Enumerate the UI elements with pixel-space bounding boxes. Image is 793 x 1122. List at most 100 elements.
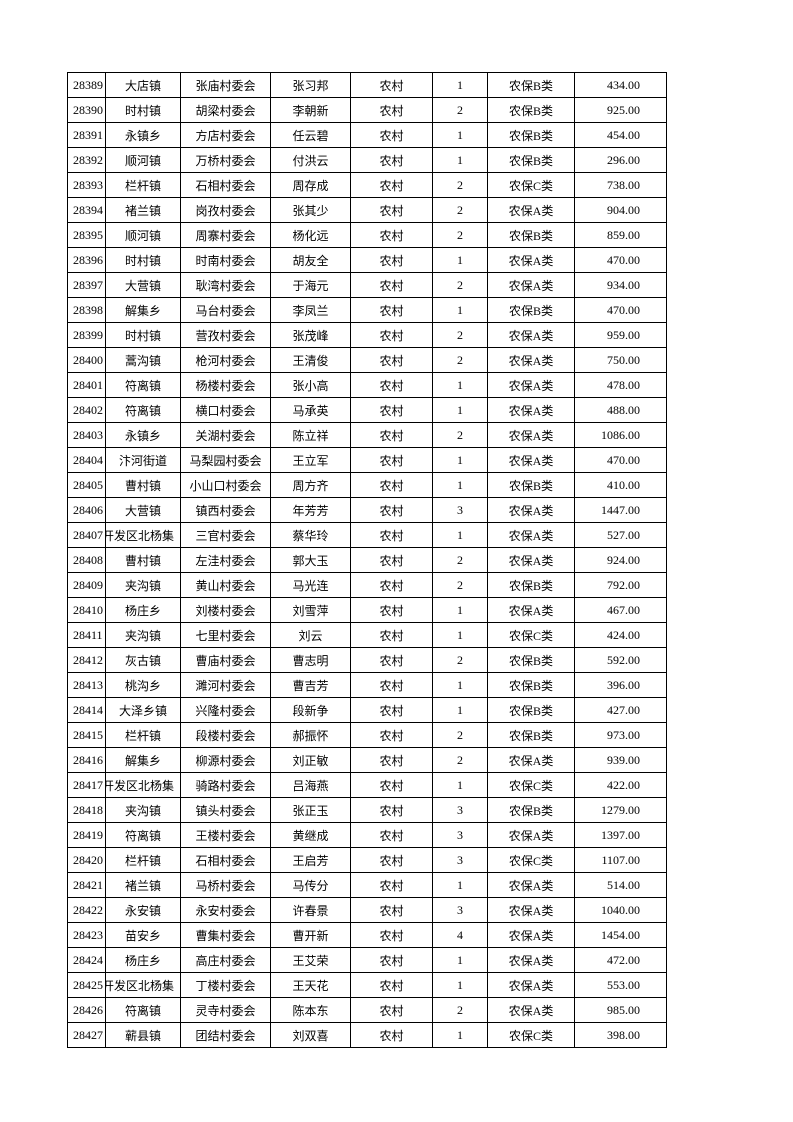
person-name: 王天花	[270, 972, 351, 998]
village: 耿湾村委会	[180, 272, 271, 298]
area-type: 农村	[350, 822, 433, 848]
area-type: 农村	[350, 797, 433, 823]
table-row: 28424 杨庄乡 高庄村委会 王艾荣 农村 1 农保A类 472.00	[67, 947, 667, 973]
person-name: 张习邦	[270, 72, 351, 98]
person-name: 付洪云	[270, 147, 351, 173]
count: 2	[432, 422, 488, 448]
village: 骑路村委会	[180, 772, 271, 798]
table-row: 28420 栏杆镇 石相村委会 王启芳 农村 3 农保C类 1107.00	[67, 847, 667, 873]
area-type: 农村	[350, 597, 433, 623]
area-type: 农村	[350, 497, 433, 523]
amount: 939.00	[574, 747, 667, 773]
village: 黄山村委会	[180, 572, 271, 598]
row-id: 28397	[67, 272, 106, 298]
person-name: 刘正敏	[270, 747, 351, 773]
amount: 454.00	[574, 122, 667, 148]
town: 栏杆镇	[105, 172, 181, 198]
town: 永镇乡	[105, 422, 181, 448]
person-name: 周存成	[270, 172, 351, 198]
town: 蒿沟镇	[105, 347, 181, 373]
count: 1	[432, 397, 488, 423]
amount: 792.00	[574, 572, 667, 598]
area-type: 农村	[350, 272, 433, 298]
person-name: 马传分	[270, 872, 351, 898]
table-row: 28401 符离镇 杨楼村委会 张小高 农村 1 农保A类 478.00	[67, 372, 667, 398]
town: 灰古镇	[105, 647, 181, 673]
village: 团结村委会	[180, 1022, 271, 1048]
village: 枪河村委会	[180, 347, 271, 373]
table-row: 28398 解集乡 马台村委会 李凤兰 农村 1 农保B类 470.00	[67, 297, 667, 323]
count: 2	[432, 97, 488, 123]
row-id: 28409	[67, 572, 106, 598]
village: 刘楼村委会	[180, 597, 271, 623]
amount: 904.00	[574, 197, 667, 223]
category: 农保B类	[487, 797, 575, 823]
town: 永安镇	[105, 897, 181, 923]
row-id: 28398	[67, 297, 106, 323]
town: 时村镇	[105, 247, 181, 273]
village: 灵寺村委会	[180, 997, 271, 1023]
person-name: 王艾荣	[270, 947, 351, 973]
amount: 422.00	[574, 772, 667, 798]
category: 农保A类	[487, 372, 575, 398]
table-row: 28422 永安镇 永安村委会 许春景 农村 3 农保A类 1040.00	[67, 897, 667, 923]
town: 栏杆镇	[105, 722, 181, 748]
count: 1	[432, 72, 488, 98]
person-name: 王启芳	[270, 847, 351, 873]
category: 农保B类	[487, 722, 575, 748]
amount: 396.00	[574, 672, 667, 698]
village: 马梨园村委会	[180, 447, 271, 473]
person-name: 于海元	[270, 272, 351, 298]
person-name: 马承英	[270, 397, 351, 423]
person-name: 任云碧	[270, 122, 351, 148]
category: 农保B类	[487, 297, 575, 323]
village: 马台村委会	[180, 297, 271, 323]
category: 农保C类	[487, 847, 575, 873]
village: 万桥村委会	[180, 147, 271, 173]
town: 汴河街道	[105, 447, 181, 473]
count: 1	[432, 672, 488, 698]
village: 镇西村委会	[180, 497, 271, 523]
category: 农保A类	[487, 522, 575, 548]
category: 农保C类	[487, 1022, 575, 1048]
count: 3	[432, 497, 488, 523]
town: 顺河镇	[105, 222, 181, 248]
row-id: 28413	[67, 672, 106, 698]
village: 张庙村委会	[180, 72, 271, 98]
amount: 470.00	[574, 297, 667, 323]
table-row: 28395 顺河镇 周寨村委会 杨化远 农村 2 农保B类 859.00	[67, 222, 667, 248]
amount: 1279.00	[574, 797, 667, 823]
town: 符离镇	[105, 822, 181, 848]
count: 2	[432, 647, 488, 673]
area-type: 农村	[350, 972, 433, 998]
category: 农保B类	[487, 97, 575, 123]
person-name: 刘雪萍	[270, 597, 351, 623]
area-type: 农村	[350, 772, 433, 798]
category: 农保B类	[487, 72, 575, 98]
count: 2	[432, 172, 488, 198]
table-row: 28399 时村镇 营孜村委会 张茂峰 农村 2 农保A类 959.00	[67, 322, 667, 348]
amount: 1086.00	[574, 422, 667, 448]
category: 农保A类	[487, 347, 575, 373]
row-id: 28427	[67, 1022, 106, 1048]
row-id: 28419	[67, 822, 106, 848]
row-id: 28399	[67, 322, 106, 348]
village: 七里村委会	[180, 622, 271, 648]
table-row: 28417经济开发区北杨集骑路村委会吕海燕农村1农保C类422.00	[67, 772, 667, 798]
category: 农保B类	[487, 472, 575, 498]
row-id: 28424	[67, 947, 106, 973]
amount: 1040.00	[574, 897, 667, 923]
area-type: 农村	[350, 722, 433, 748]
amount: 553.00	[574, 972, 667, 998]
area-type: 农村	[350, 872, 433, 898]
amount: 985.00	[574, 997, 667, 1023]
area-type: 农村	[350, 197, 433, 223]
table-row: 28402 符离镇 横口村委会 马承英 农村 1 农保A类 488.00	[67, 397, 667, 423]
category: 农保A类	[487, 497, 575, 523]
table-row: 28393 栏杆镇 石相村委会 周存成 农村 2 农保C类 738.00	[67, 172, 667, 198]
amount: 925.00	[574, 97, 667, 123]
count: 2	[432, 347, 488, 373]
town: 杨庄乡	[105, 947, 181, 973]
person-name: 张正玉	[270, 797, 351, 823]
